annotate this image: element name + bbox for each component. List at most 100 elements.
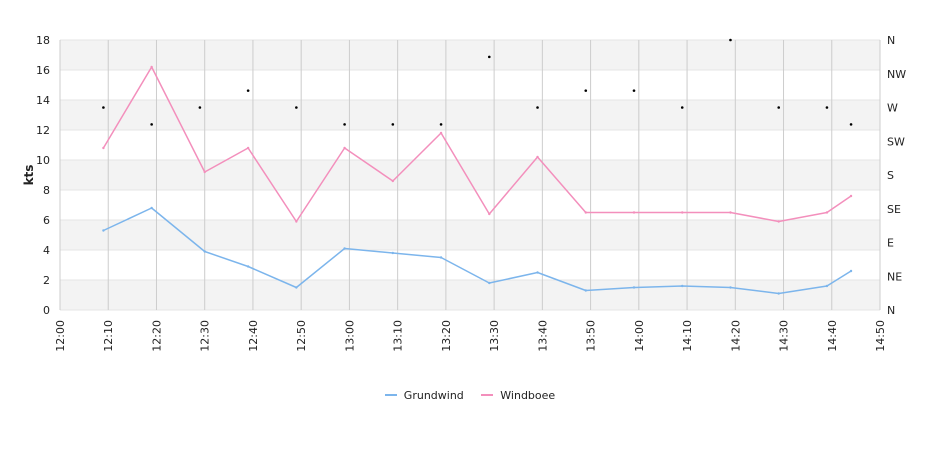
y-tick-label: 4 <box>43 244 50 257</box>
direction-axis-ticks: N NE E SE S SW W NW N <box>887 34 906 317</box>
legend: Grundwind Windboee <box>0 386 940 402</box>
y-tick-label: 16 <box>36 64 50 77</box>
x-tick-label: 13:40 <box>536 320 549 352</box>
y-tick-label: 0 <box>43 304 50 317</box>
direction-point <box>295 106 298 109</box>
direction-point <box>150 123 153 126</box>
grid-lines <box>59 39 881 311</box>
direction-tick-label: SE <box>887 203 901 216</box>
direction-point <box>391 123 395 126</box>
series-point-grundwind <box>825 284 829 288</box>
series-point-grundwind <box>150 206 153 210</box>
direction-point <box>777 106 781 109</box>
series-point-windboee <box>681 211 684 214</box>
plot-band <box>60 280 880 310</box>
y-tick-label: 18 <box>36 34 50 47</box>
series-point-windboee <box>632 211 636 214</box>
x-tick-label: 12:10 <box>102 320 115 352</box>
series-point-windboee <box>203 170 206 174</box>
x-tick-label: 13:20 <box>440 320 453 352</box>
y-tick-label: 10 <box>36 154 50 167</box>
series-point-windboee <box>246 146 250 150</box>
direction-tick-label: N <box>887 304 895 317</box>
series-point-grundwind <box>729 286 732 289</box>
direction-point <box>246 89 250 92</box>
x-tick-label: 14:40 <box>826 320 839 352</box>
x-tick-label: 13:00 <box>343 320 356 352</box>
direction-tick-label: SW <box>887 135 905 148</box>
series-line-windboee <box>102 66 852 223</box>
series-point-windboee <box>584 211 587 214</box>
x-axis-ticks: 12:00 12:10 12:20 12:30 12:40 12:50 13:00 13:10… <box>54 320 887 352</box>
x-tick-label: 12:40 <box>247 320 260 352</box>
series-point-grundwind <box>777 292 780 295</box>
legend-swatch-windboee <box>481 394 494 396</box>
y-tick-label: 14 <box>36 94 50 107</box>
direction-point <box>487 55 491 59</box>
x-tick-label: 14:30 <box>778 320 791 352</box>
plot-band <box>60 220 880 250</box>
series-point-grundwind <box>584 289 587 292</box>
series-point-windboee <box>729 211 732 214</box>
direction-point <box>102 106 105 109</box>
direction-point <box>849 123 853 126</box>
series-point-windboee <box>150 65 153 69</box>
y-tick-label: 8 <box>43 184 50 197</box>
legend-label-grundwind: Grundwind <box>403 388 464 402</box>
x-tick-label: 14:10 <box>681 320 694 352</box>
legend-swatch-grundwind <box>384 394 397 396</box>
series-point-windboee <box>343 146 346 150</box>
x-tick-label: 12:30 <box>199 320 212 352</box>
plot-band <box>60 160 880 190</box>
direction-points <box>102 38 853 126</box>
series-point-grundwind <box>439 256 443 259</box>
series-point-windboee <box>391 179 395 183</box>
series-point-grundwind <box>681 284 684 288</box>
series-point-grundwind <box>295 286 298 289</box>
y-tick-label: 6 <box>43 214 50 227</box>
x-tick-label: 14:50 <box>874 320 887 352</box>
direction-point <box>825 106 829 109</box>
y-axis-title: kts <box>22 165 36 186</box>
direction-tick-label: W <box>887 102 898 115</box>
plot-bands <box>60 40 880 310</box>
y-tick-label: 2 <box>43 274 50 287</box>
direction-point <box>198 106 202 109</box>
legend-item-windboee[interactable]: Windboee <box>481 389 555 402</box>
series-point-windboee <box>488 212 491 216</box>
series-point-windboee <box>295 220 298 223</box>
direction-point <box>584 89 588 92</box>
y-axis-ticks: 0 2 4 6 8 10 12 14 16 18 <box>36 34 50 317</box>
direction-point <box>729 38 732 42</box>
direction-tick-label: N <box>887 34 895 47</box>
x-tick-label: 12:20 <box>150 320 163 352</box>
series-point-windboee <box>439 131 443 135</box>
series-point-grundwind <box>391 251 395 255</box>
direction-point <box>536 106 539 109</box>
series-point-windboee <box>536 155 539 159</box>
x-tick-label: 14:20 <box>729 320 742 352</box>
series-point-grundwind <box>203 250 206 253</box>
direction-point <box>632 89 636 92</box>
legend-label-windboee: Windboee <box>500 388 556 402</box>
series-point-windboee <box>825 211 829 214</box>
x-tick-label: 12:00 <box>54 320 67 352</box>
series-point-grundwind <box>488 281 491 285</box>
series-point-windboee <box>777 220 780 223</box>
direction-tick-label: E <box>887 237 894 250</box>
x-tick-label: 12:50 <box>295 320 308 352</box>
series-point-grundwind <box>849 269 853 273</box>
plot-band <box>60 100 880 130</box>
direction-tick-label: NE <box>887 270 902 283</box>
x-tick-label: 13:30 <box>488 320 501 352</box>
x-tick-label: 13:50 <box>585 320 598 352</box>
series-point-windboee <box>102 146 105 150</box>
x-tick-label: 13:10 <box>392 320 405 352</box>
legend-item-grundwind[interactable]: Grundwind <box>384 388 464 402</box>
x-tick-label: 14:00 <box>633 320 646 352</box>
series-lines <box>102 65 853 295</box>
series-point-grundwind <box>246 265 250 268</box>
series-point-grundwind <box>536 271 539 274</box>
direction-tick-label: S <box>887 169 894 182</box>
